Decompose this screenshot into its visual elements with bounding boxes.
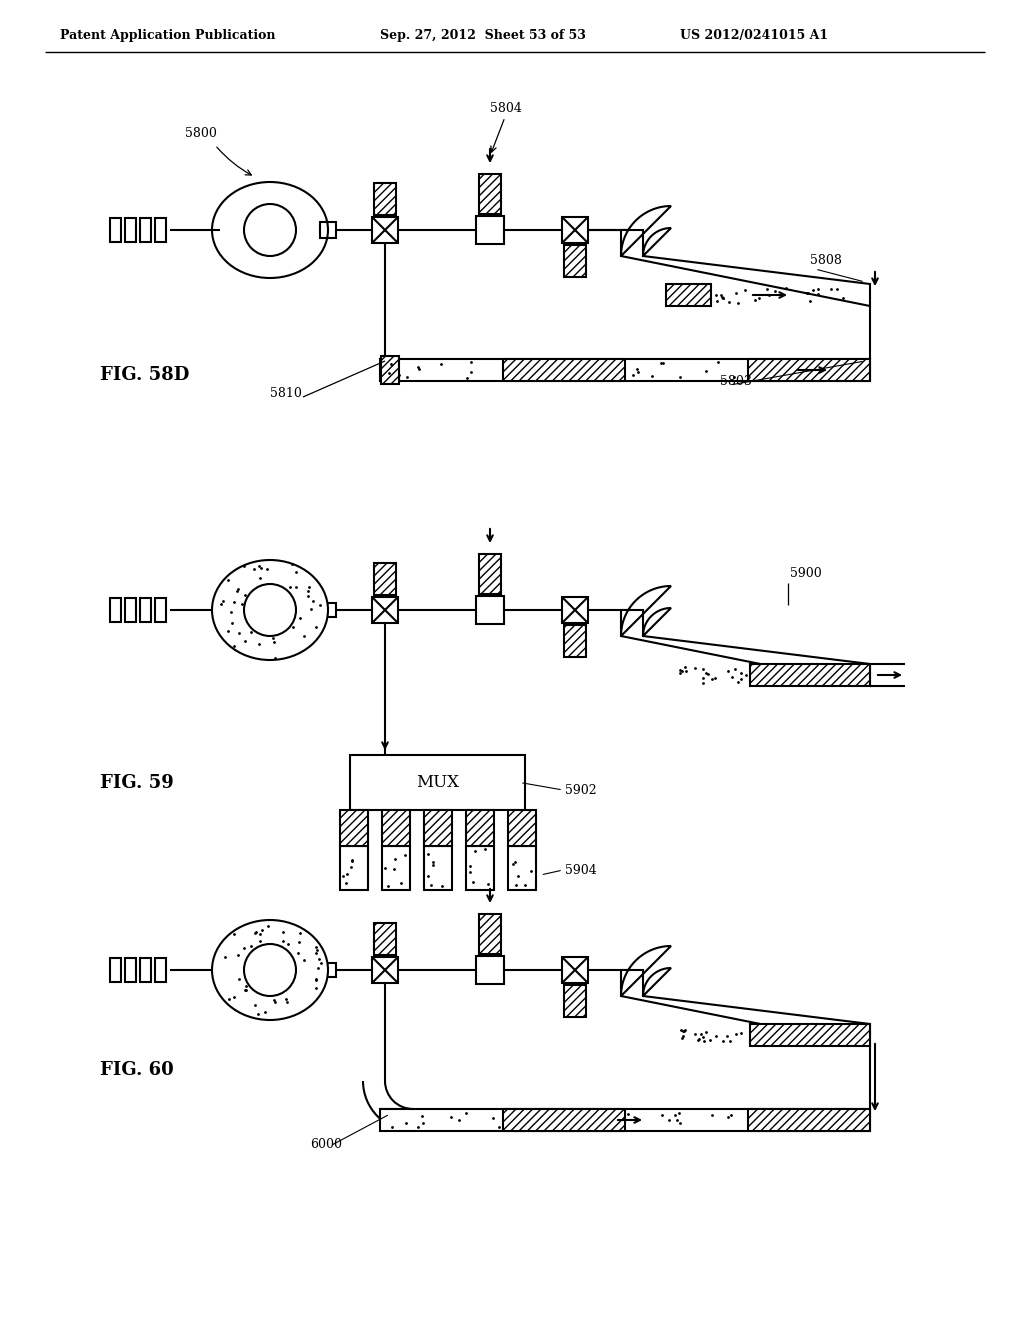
Ellipse shape [212, 560, 328, 660]
Polygon shape [621, 946, 870, 1045]
Bar [322, 603, 336, 616]
Bar [382, 846, 410, 890]
Text: 5803: 5803 [720, 375, 752, 388]
Bar [125, 598, 136, 622]
Text: 6000: 6000 [310, 1138, 342, 1151]
Bar [155, 218, 166, 242]
Bar [503, 359, 625, 381]
Bar [750, 1024, 870, 1045]
Bar [424, 846, 452, 890]
Bar [748, 359, 870, 381]
Polygon shape [666, 284, 711, 306]
Bar [110, 598, 121, 622]
Bar [125, 218, 136, 242]
Bar [380, 359, 870, 381]
Text: FIG. 59: FIG. 59 [100, 774, 174, 792]
Bar [479, 554, 501, 594]
Circle shape [244, 944, 296, 997]
Text: 5900: 5900 [790, 568, 821, 579]
Bar [340, 810, 368, 846]
Text: Sep. 27, 2012  Sheet 53 of 53: Sep. 27, 2012 Sheet 53 of 53 [380, 29, 586, 41]
Bar [350, 755, 525, 810]
Bar [564, 246, 586, 277]
Bar [508, 810, 536, 846]
Ellipse shape [212, 920, 328, 1020]
Text: 5810: 5810 [270, 387, 302, 400]
Bar [372, 597, 398, 623]
Bar [322, 964, 336, 977]
Bar [140, 598, 151, 622]
Bar [466, 846, 494, 890]
Text: Patent Application Publication: Patent Application Publication [60, 29, 275, 41]
Bar [374, 923, 396, 954]
Bar [564, 985, 586, 1016]
Bar [466, 810, 494, 846]
Bar [750, 664, 870, 686]
Circle shape [244, 583, 296, 636]
Bar [508, 846, 536, 890]
Text: FIG. 58D: FIG. 58D [100, 366, 189, 384]
Bar [476, 597, 504, 624]
Polygon shape [621, 206, 870, 306]
Bar [140, 218, 151, 242]
Bar [382, 810, 410, 846]
Text: 5902: 5902 [565, 784, 597, 796]
Bar [155, 958, 166, 982]
Bar [110, 218, 121, 242]
Bar [562, 597, 588, 623]
Polygon shape [621, 586, 870, 686]
Bar [476, 956, 504, 983]
Bar [155, 598, 166, 622]
Bar [562, 957, 588, 983]
Bar [381, 356, 399, 384]
Bar [110, 958, 121, 982]
Bar [380, 1109, 870, 1131]
Text: 5800: 5800 [185, 127, 217, 140]
Bar [374, 564, 396, 595]
Bar [564, 624, 586, 657]
Bar [319, 222, 336, 238]
Text: MUX: MUX [416, 774, 459, 791]
Bar [374, 183, 396, 215]
Bar [503, 1109, 625, 1131]
Bar [372, 957, 398, 983]
Bar [476, 216, 504, 244]
Text: FIG. 60: FIG. 60 [100, 1061, 174, 1078]
Text: 5808: 5808 [810, 253, 842, 267]
Bar [479, 174, 501, 214]
Bar [340, 846, 368, 890]
Text: 5904: 5904 [565, 863, 597, 876]
Bar [748, 1109, 870, 1131]
Bar [562, 216, 588, 243]
Text: US 2012/0241015 A1: US 2012/0241015 A1 [680, 29, 828, 41]
Bar [140, 958, 151, 982]
Bar [125, 958, 136, 982]
Text: 5804: 5804 [490, 102, 522, 115]
Bar [479, 913, 501, 954]
Bar [372, 216, 398, 243]
Bar [424, 810, 452, 846]
